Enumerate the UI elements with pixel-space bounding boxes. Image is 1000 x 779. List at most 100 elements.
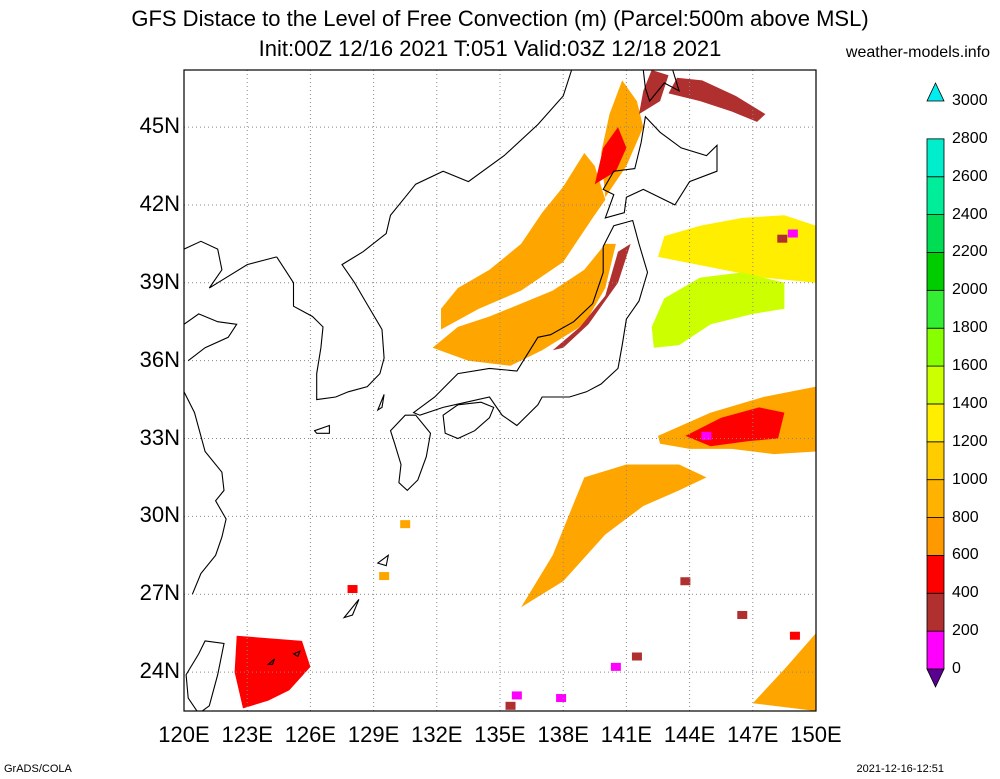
coastline-honshu — [412, 219, 649, 427]
field-region-dark-red — [639, 70, 669, 115]
lon-label: 144E — [663, 722, 716, 747]
field-region-yellow-green — [651, 272, 785, 348]
coastline-kyushu — [389, 414, 432, 492]
coastline-taiwan — [185, 640, 225, 711]
colorbar-swatch — [926, 479, 945, 518]
colorbar-label: 0 — [952, 660, 961, 677]
field-spot — [631, 652, 642, 661]
field-spot — [701, 431, 712, 440]
coastline-china-east — [184, 391, 227, 595]
lat-label: 24N — [139, 658, 180, 684]
field-spot — [737, 610, 748, 619]
field-region-orange — [521, 464, 707, 608]
colorbar-swatch — [926, 176, 945, 216]
lat-label: 39N — [139, 268, 180, 294]
colorbar-label: 1800 — [952, 319, 988, 337]
colorbar-swatch — [926, 289, 945, 329]
colorbar-label: 2400 — [952, 205, 988, 223]
website-label: weather-models.info — [845, 44, 990, 61]
coastline-korea — [276, 196, 406, 401]
colorbar-label: 1400 — [952, 394, 988, 412]
field-region-orange — [441, 153, 606, 330]
coastline-jeju — [313, 424, 330, 434]
lon-label: 132E — [411, 722, 463, 747]
lat-label: 36N — [139, 346, 180, 372]
lon-label: 129E — [347, 722, 400, 747]
colorbar-label: 2800 — [952, 129, 988, 147]
lon-label: 135E — [474, 722, 526, 747]
lon-label: 123E — [221, 722, 273, 747]
colorbar-label: 200 — [952, 622, 979, 640]
field-spot — [680, 577, 691, 586]
map-frame — [183, 69, 817, 712]
chart-subtitle: Init:00Z 12/16 2021 T:051 Valid:03Z 12/1… — [258, 36, 722, 61]
lon-label: 147E — [727, 722, 779, 747]
lat-label: 27N — [139, 580, 180, 606]
lon-label: 150E — [790, 722, 842, 747]
colorbar-label: 2000 — [952, 281, 988, 299]
field-region-dark-red — [668, 77, 766, 122]
colorbar-swatch — [926, 327, 945, 367]
field-region-red — [594, 127, 627, 185]
field-spot — [789, 631, 800, 640]
colorbar-label: 600 — [952, 546, 979, 564]
footer-left: GrADS/COLA — [4, 763, 72, 775]
lon-label: 126E — [284, 722, 337, 747]
footer-right: 2021-12-16-12:51 — [856, 763, 944, 775]
field-spot — [787, 229, 798, 238]
coastline-russia — [404, 70, 573, 198]
colorbar-swatch — [926, 138, 945, 178]
field-spot — [400, 520, 411, 529]
coastline-tsushima — [376, 394, 385, 412]
coastline-ishigaki — [266, 658, 276, 665]
field-region-dark-red — [552, 243, 631, 351]
colorbar-label: 1600 — [952, 357, 988, 375]
colorbar-extend-high — [926, 82, 945, 102]
grid-lines — [184, 70, 816, 711]
colorbar-label: 1200 — [952, 432, 988, 450]
colorbar-label: 400 — [952, 584, 979, 602]
coastline-shandong — [184, 313, 238, 362]
field-spot — [556, 694, 567, 703]
lat-label: 30N — [139, 502, 180, 528]
colorbar-label: 2600 — [952, 167, 988, 185]
colorbar — [926, 82, 945, 688]
field-spot — [511, 691, 522, 700]
coastline-china-coast — [184, 240, 277, 289]
field-spot — [610, 662, 621, 671]
colorbar-swatch — [926, 441, 945, 481]
lon-label: 120E — [158, 722, 210, 747]
coastline-shikoku — [442, 401, 495, 440]
colorbar-swatch — [926, 555, 945, 594]
coastline-miyako — [292, 650, 301, 658]
coastline-amami — [376, 554, 390, 567]
lat-label: 42N — [139, 190, 180, 216]
colorbar-swatch — [926, 403, 945, 443]
colorbar-swatch — [926, 592, 945, 632]
coastline-okinawa — [342, 599, 360, 619]
coastline-hokkaido — [602, 115, 718, 219]
lon-label: 141E — [600, 722, 653, 747]
chart-title: GFS Distace to the Level of Free Convect… — [131, 6, 869, 31]
field-region-light-yellow — [658, 215, 816, 283]
colorbar-swatch — [926, 517, 945, 556]
lat-label: 33N — [139, 424, 180, 450]
colorbar-swatch — [926, 252, 945, 291]
colorbar-label: 800 — [952, 508, 979, 526]
colorbar-extend-low — [926, 668, 945, 688]
coastline-sakhalin — [642, 70, 681, 103]
field-spot — [379, 572, 390, 581]
lat-label: 45N — [139, 113, 180, 139]
field-spot — [505, 701, 516, 710]
field-spot — [347, 585, 358, 594]
colorbar-swatch — [926, 214, 945, 253]
colorbar-label: 2200 — [952, 243, 988, 261]
colorbar-label: 3000 — [952, 92, 988, 109]
colorbar-swatch — [926, 365, 945, 405]
field-layer — [234, 70, 816, 711]
field-region-orange — [432, 243, 616, 366]
field-spot — [777, 234, 788, 243]
colorbar-label: 1000 — [952, 470, 988, 488]
colorbar-swatch — [926, 630, 945, 670]
